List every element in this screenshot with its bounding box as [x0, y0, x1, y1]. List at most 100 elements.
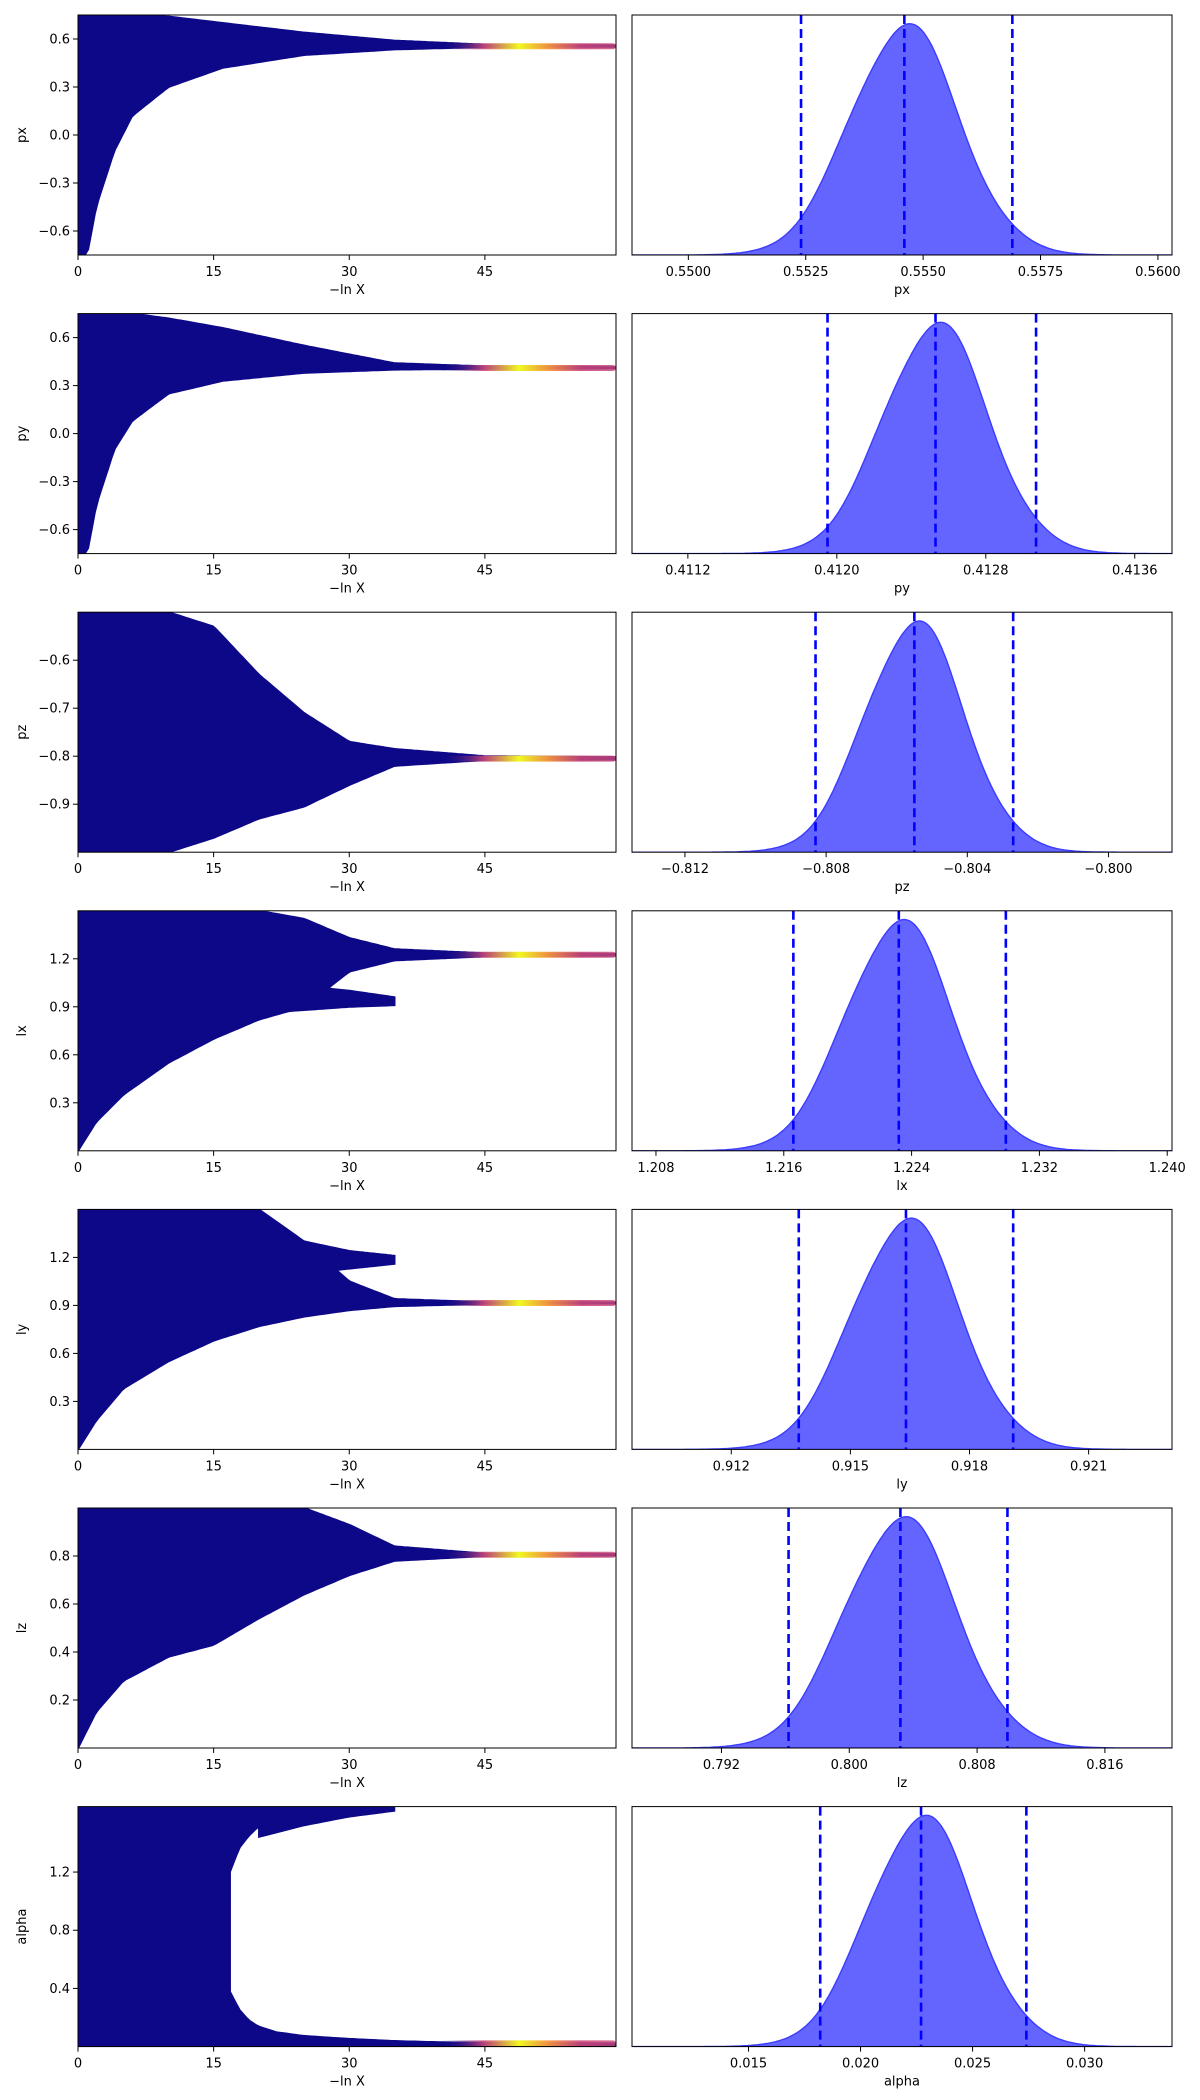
- posterior-density-lx: [632, 918, 1172, 1151]
- trace-alpha-ytick-label: 0.4: [49, 1982, 70, 1997]
- trace-px-ytick-label: 0.0: [49, 129, 70, 144]
- posterior-density-lz: [632, 1515, 1172, 1748]
- posterior-panel-alpha: 0.015 0.020 0.025 0.030 alpha: [631, 1806, 1173, 2090]
- posterior-density-px: [632, 22, 1172, 255]
- posterior-lz-xtick-label: 0.792: [703, 1758, 740, 1773]
- trace-samples-px: [78, 15, 616, 255]
- trace-ly-ytick-label: 0.3: [49, 1395, 70, 1410]
- trace-frame-lx: [77, 910, 617, 1152]
- trace-lz-ytick-label: 0.2: [49, 1694, 70, 1709]
- trace-lx-xtick-label: 15: [205, 1161, 222, 1176]
- posterior-frame-px: [631, 14, 1173, 256]
- trace-px-xtick-label: 45: [477, 265, 494, 280]
- posterior-frame-py: [631, 313, 1173, 555]
- posterior-ly-xtick-label: 0.912: [713, 1459, 750, 1474]
- trace-frame-alpha: [77, 1806, 617, 2048]
- trace-ly-ytick-label: 0.9: [49, 1299, 70, 1314]
- posterior-alpha-xtick-label: 0.025: [954, 2057, 991, 2072]
- trace-panel-pz: 0 15 30 45 −0.6 −0.7 −0.8 −0.9 −ln X pz: [15, 611, 617, 895]
- posterior-px-xtick-label: 0.5525: [783, 265, 829, 280]
- posterior-density-ly: [632, 1217, 1172, 1450]
- trace-samples-lx: [78, 910, 616, 1151]
- posterior-xlabel-py: py: [894, 582, 910, 597]
- trace-xlabel-lx: −ln X: [329, 1179, 365, 1194]
- trace-lx-ytick-label: 0.6: [49, 1048, 70, 1063]
- trace-ylabel-py: py: [15, 425, 30, 441]
- trace-pz-ytick-label: −0.6: [38, 654, 70, 669]
- trace-lx-ytick-label: 0.3: [49, 1096, 70, 1111]
- trace-lx-xtick-label: 0: [74, 1161, 82, 1176]
- posterior-panel-px: 0.5500 0.5525 0.5550 0.5575 0.5600 px: [631, 14, 1181, 298]
- posterior-pz-xtick-label: −0.804: [943, 862, 991, 877]
- trace-ylabel-lz: lz: [15, 1623, 30, 1634]
- posterior-frame-ly: [631, 1208, 1173, 1450]
- trace-xlabel-alpha: −ln X: [329, 2075, 365, 2090]
- posterior-panel-lz: 0.792 0.800 0.808 0.816 lz: [631, 1507, 1173, 1791]
- trace-ylabel-ly: ly: [15, 1323, 30, 1335]
- posterior-frame-alpha: [631, 1806, 1173, 2048]
- posterior-px-xtick-label: 0.5575: [1018, 265, 1064, 280]
- trace-lx-xtick-label: 30: [341, 1161, 358, 1176]
- posterior-xlabel-ly: ly: [896, 1477, 908, 1492]
- trace-alpha-xtick-label: 45: [477, 2057, 494, 2072]
- trace-xlabel-py: −ln X: [329, 582, 365, 597]
- trace-ly-xtick-label: 30: [341, 1459, 358, 1474]
- posterior-lx-xtick-label: 1.208: [637, 1161, 674, 1176]
- posterior-alpha-xtick-label: 0.015: [730, 2057, 767, 2072]
- posterior-py-xtick-label: 0.4120: [814, 564, 860, 579]
- trace-lz-xtick-label: 0: [74, 1758, 82, 1773]
- trace-px-ytick-label: −0.6: [38, 225, 70, 240]
- trace-lz-xtick-label: 30: [341, 1758, 358, 1773]
- posterior-ly-xtick-label: 0.915: [832, 1459, 869, 1474]
- posterior-frame-lx: [631, 910, 1173, 1152]
- posterior-lx-xtick-label: 1.216: [765, 1161, 802, 1176]
- trace-ylabel-px: px: [15, 127, 30, 143]
- trace-converged-ridge-lz: [439, 1551, 616, 1558]
- trace-lx-ytick-label: 1.2: [49, 952, 70, 967]
- trace-lx-xtick-label: 45: [477, 1161, 494, 1176]
- trace-ylabel-alpha: alpha: [15, 1909, 30, 1945]
- posterior-panel-py: 0.4112 0.4120 0.4128 0.4136 py: [631, 313, 1173, 597]
- posterior-alpha-xtick-label: 0.020: [842, 2057, 879, 2072]
- trace-alpha-xtick-label: 30: [341, 2057, 358, 2072]
- trace-frame-ly: [77, 1208, 617, 1450]
- trace-pz-ytick-label: −0.9: [38, 798, 70, 813]
- trace-xlabel-px: −ln X: [329, 283, 365, 298]
- trace-alpha-xtick-label: 0: [74, 2057, 82, 2072]
- trace-pz-ytick-label: −0.8: [38, 750, 70, 765]
- posterior-frame-pz: [631, 611, 1173, 853]
- trace-converged-ridge-alpha: [439, 2040, 616, 2047]
- trace-ly-xtick-label: 0: [74, 1459, 82, 1474]
- posterior-lx-xtick-label: 1.232: [1021, 1161, 1058, 1176]
- trace-ly-ytick-label: 1.2: [49, 1251, 70, 1266]
- trace-px-xtick-label: 15: [205, 265, 222, 280]
- posterior-py-xtick-label: 0.4136: [1112, 564, 1158, 579]
- trace-py-xtick-label: 30: [341, 564, 358, 579]
- trace-pz-ytick-label: −0.7: [38, 702, 70, 717]
- trace-panel-ly: 0 15 30 45 1.2 0.9 0.6 0.3 −ln X ly: [15, 1208, 617, 1492]
- trace-samples-py: [78, 313, 616, 554]
- posterior-density-alpha: [632, 1814, 1172, 2047]
- trace-converged-ridge-py: [439, 365, 616, 371]
- trace-converged-ridge-ly: [439, 1300, 616, 1306]
- trace-py-ytick-label: 0.3: [49, 379, 70, 394]
- posterior-ly-xtick-label: 0.921: [1070, 1459, 1107, 1474]
- trace-xlabel-pz: −ln X: [329, 880, 365, 895]
- posterior-px-xtick-label: 0.5550: [900, 265, 946, 280]
- trace-frame-lz: [77, 1507, 617, 1749]
- trace-xlabel-lz: −ln X: [329, 1776, 365, 1791]
- trace-frame-pz: [77, 611, 617, 853]
- trace-panel-lx: 0 15 30 45 1.2 0.9 0.6 0.3 −ln X lx: [15, 910, 617, 1194]
- posterior-py-xtick-label: 0.4112: [665, 564, 711, 579]
- trace-py-xtick-label: 45: [477, 564, 494, 579]
- trace-side-branch-ly: [257, 1220, 396, 1283]
- posterior-panel-pz: −0.812 −0.808 −0.804 −0.800 pz: [631, 611, 1173, 895]
- posterior-pz-xtick-label: −0.808: [802, 862, 850, 877]
- posterior-xlabel-pz: pz: [894, 880, 909, 895]
- posterior-frame-lz: [631, 1507, 1173, 1749]
- posterior-py-xtick-label: 0.4128: [963, 564, 1009, 579]
- trace-converged-ridge-lx: [439, 951, 616, 958]
- posterior-lx-xtick-label: 1.224: [893, 1161, 930, 1176]
- trace-px-xtick-label: 0: [74, 265, 82, 280]
- posterior-panel-lx: 1.208 1.216 1.224 1.232 1.240 lx: [631, 910, 1186, 1194]
